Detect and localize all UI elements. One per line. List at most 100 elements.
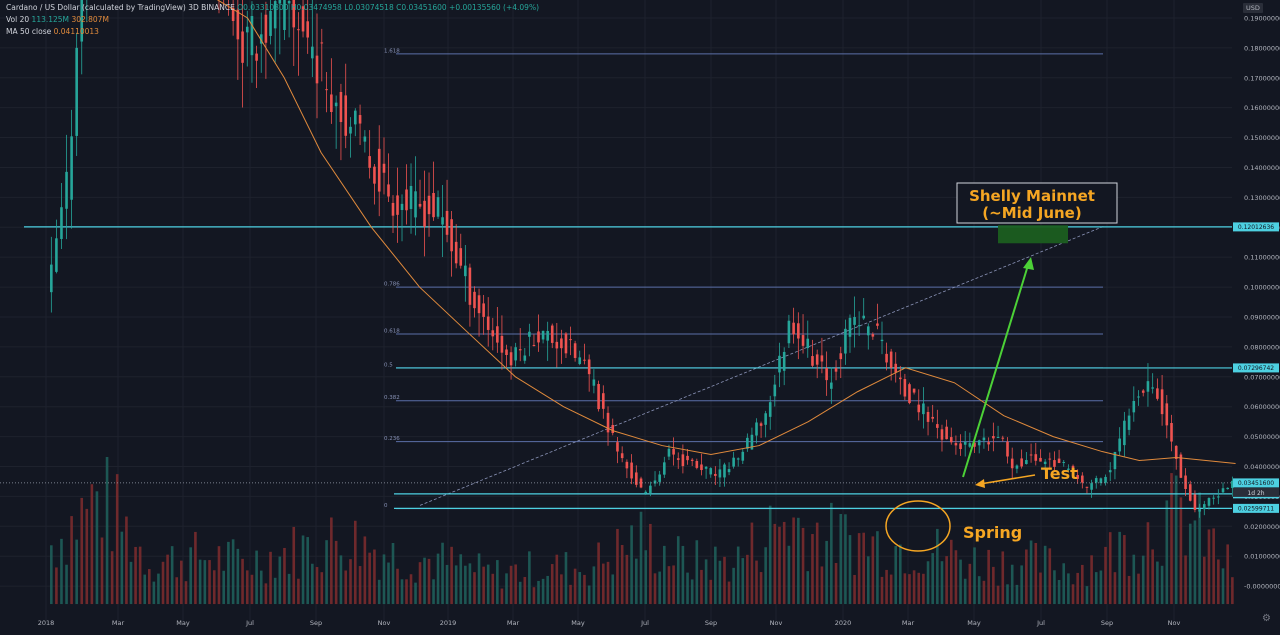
volume-bar bbox=[436, 553, 440, 605]
volume-bar bbox=[1043, 545, 1047, 605]
volume-bar bbox=[161, 561, 165, 605]
volume-bar bbox=[537, 580, 540, 605]
fib-level-label: 0.382 bbox=[384, 395, 400, 401]
volume-bar bbox=[110, 551, 114, 605]
volume-bar bbox=[287, 573, 291, 605]
candle-body bbox=[1053, 460, 1056, 467]
volume-bar bbox=[245, 570, 249, 605]
volume-bar bbox=[70, 516, 73, 605]
volume-bar bbox=[973, 547, 976, 605]
volume-bar bbox=[129, 561, 133, 605]
x-tick-label: Nov bbox=[1168, 619, 1181, 627]
volume-label: Vol 20 bbox=[6, 15, 30, 24]
candle-body bbox=[373, 166, 376, 184]
candle-body bbox=[231, 7, 235, 22]
volume-bar bbox=[1118, 531, 1121, 605]
candle-body bbox=[532, 344, 536, 346]
volume-bar bbox=[373, 549, 376, 605]
candle-body bbox=[441, 217, 444, 225]
volume-bar bbox=[1015, 584, 1019, 605]
volume-bar bbox=[550, 564, 554, 605]
candle-body bbox=[839, 353, 843, 360]
annotation-shelly-subtitle: (~Mid June) bbox=[982, 204, 1081, 222]
fib-level-label: 0.786 bbox=[384, 282, 400, 288]
currency-button[interactable]: USD bbox=[1243, 3, 1263, 13]
candle-body bbox=[587, 359, 591, 375]
candle-body bbox=[620, 453, 624, 459]
volume-bar bbox=[908, 574, 911, 605]
candle-body bbox=[560, 338, 563, 349]
candle-body bbox=[732, 457, 735, 467]
volume-bar bbox=[759, 572, 763, 605]
volume-bar bbox=[391, 542, 395, 605]
volume-bar bbox=[773, 523, 777, 605]
volume-legend[interactable]: Vol 20 113.125M 302.807M bbox=[6, 15, 109, 24]
volume-bar bbox=[700, 569, 703, 605]
candle-body bbox=[1048, 458, 1052, 460]
candle-body bbox=[806, 338, 810, 349]
volume-bar bbox=[815, 522, 819, 605]
candle-body bbox=[1179, 454, 1183, 478]
candle-body bbox=[264, 14, 268, 43]
volume-bar bbox=[686, 572, 689, 605]
volume-bar bbox=[269, 551, 272, 605]
volume-bar bbox=[368, 552, 371, 605]
candle-body bbox=[1108, 470, 1112, 473]
candle-body bbox=[606, 412, 610, 433]
volume-bar bbox=[573, 568, 577, 605]
candle-body bbox=[862, 315, 866, 319]
candle-body bbox=[787, 320, 791, 344]
candle-body bbox=[853, 317, 856, 325]
volume-bar bbox=[792, 517, 795, 605]
volume-bar bbox=[839, 513, 843, 605]
candle-body bbox=[1057, 458, 1061, 463]
candle-body bbox=[241, 31, 244, 63]
volume-bar bbox=[203, 560, 207, 605]
volume-bar bbox=[825, 540, 828, 605]
candle-body bbox=[658, 474, 661, 482]
volume-bar bbox=[736, 546, 740, 605]
gear-icon[interactable]: ⚙ bbox=[1262, 613, 1271, 624]
volume-bar bbox=[797, 517, 800, 605]
volume-bar bbox=[400, 579, 404, 605]
candle-body bbox=[811, 356, 814, 366]
candle-body bbox=[834, 368, 838, 372]
fib-level-label: 0.618 bbox=[384, 329, 400, 335]
volume-bar bbox=[297, 578, 300, 605]
candle-body bbox=[541, 330, 545, 340]
candle-body bbox=[555, 341, 559, 349]
volume-bar bbox=[138, 546, 142, 605]
candle-body bbox=[1015, 465, 1019, 469]
candle-body bbox=[1006, 441, 1009, 457]
volume-bar bbox=[940, 561, 944, 605]
candle-body bbox=[1099, 478, 1103, 484]
volume-bar bbox=[505, 573, 508, 605]
volume-bar bbox=[663, 545, 666, 605]
candle-body bbox=[857, 325, 861, 327]
x-tick-label: Sep bbox=[705, 619, 717, 627]
ma-legend[interactable]: MA 50 close 0.04110013 bbox=[6, 27, 99, 36]
volume-bar bbox=[50, 545, 53, 605]
volume-bar bbox=[184, 581, 188, 605]
volume-bar bbox=[459, 554, 463, 605]
candle-body bbox=[297, 29, 300, 31]
volume-bar bbox=[644, 550, 648, 605]
volume-bar bbox=[625, 554, 629, 605]
volume-bar bbox=[1193, 520, 1197, 605]
volume-bar bbox=[464, 565, 467, 605]
candle-body bbox=[750, 434, 754, 450]
volume-bar bbox=[250, 574, 254, 605]
candle-body bbox=[523, 355, 527, 361]
candle-body bbox=[400, 203, 404, 210]
volume-bar bbox=[441, 542, 444, 605]
candle-body bbox=[287, 1, 291, 4]
volume-bar bbox=[834, 562, 838, 605]
candle-body bbox=[334, 102, 338, 107]
candle-body bbox=[709, 468, 713, 475]
symbol-legend[interactable]: Cardano / US Dollar (calculated by Tradi… bbox=[6, 3, 539, 12]
candle-body bbox=[236, 9, 240, 40]
volume-value: 113.125M bbox=[31, 15, 70, 24]
symbol-title: Cardano / US Dollar (calculated by Tradi… bbox=[6, 3, 186, 12]
